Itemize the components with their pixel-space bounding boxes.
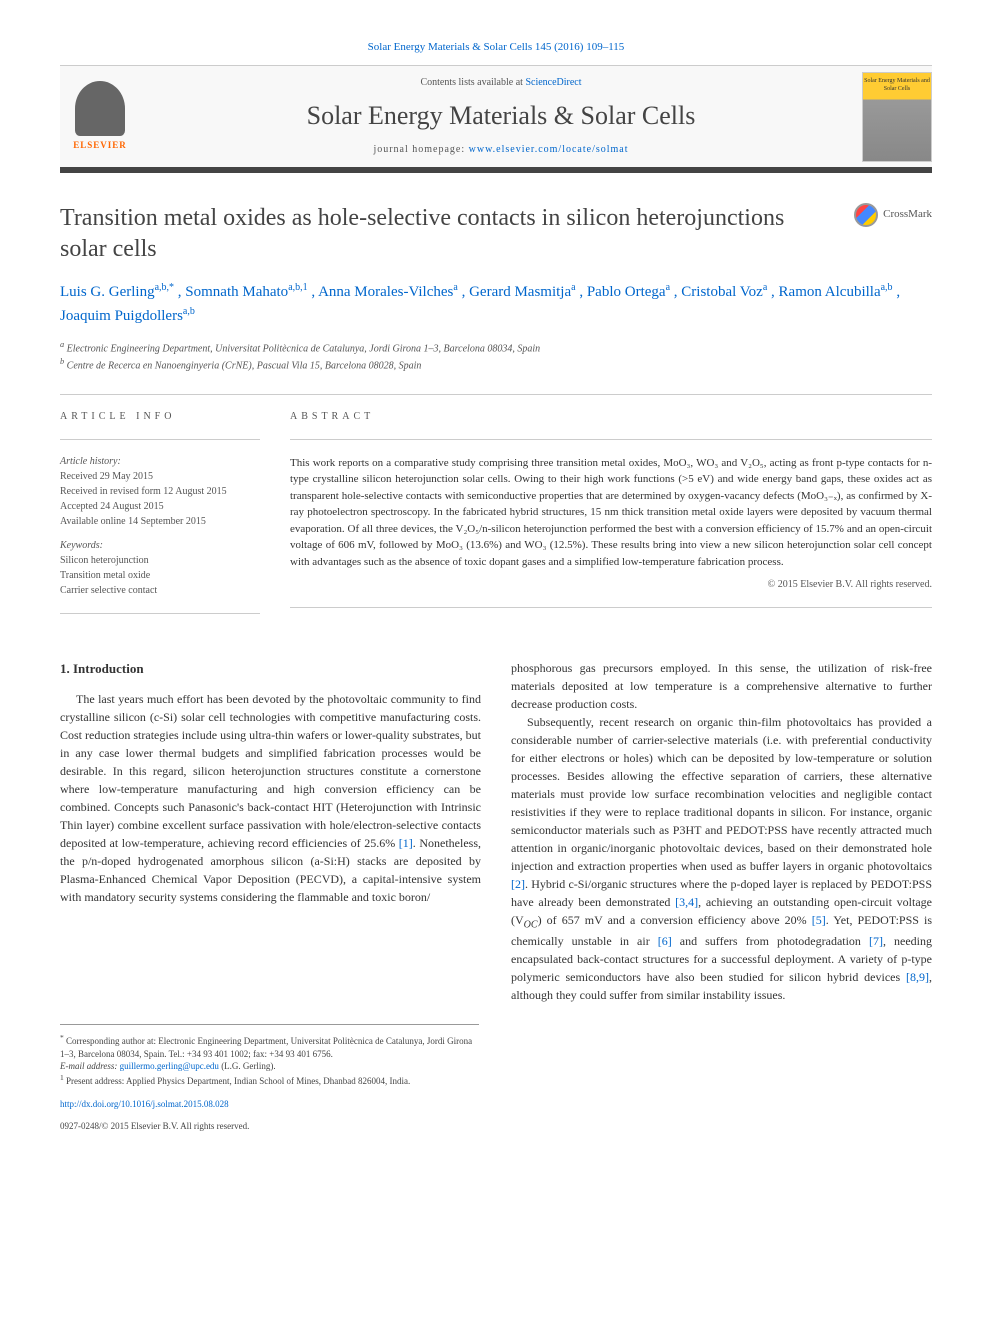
author-link[interactable]: , Cristobal Voz	[674, 284, 763, 300]
elsevier-logo: ELSEVIER	[60, 72, 140, 162]
doi-line: http://dx.doi.org/10.1016/j.solmat.2015.…	[60, 1098, 479, 1111]
article-info-heading: ARTICLE INFO	[60, 410, 260, 424]
paragraph: phosphorous gas precursors employed. In …	[511, 659, 932, 713]
journal-header-bar: ELSEVIER Contents lists available at Sci…	[60, 65, 932, 172]
divider	[290, 607, 932, 608]
divider	[60, 439, 260, 440]
affiliation-a: a Electronic Engineering Department, Uni…	[60, 339, 932, 356]
contents-line: Contents lists available at ScienceDirec…	[150, 76, 852, 90]
divider	[60, 613, 260, 614]
abstract-copyright: © 2015 Elsevier B.V. All rights reserved…	[290, 578, 932, 592]
keyword: Carrier selective contact	[60, 583, 260, 598]
header-center: Contents lists available at ScienceDirec…	[140, 66, 862, 166]
article-title: Transition metal oxides as hole-selectiv…	[60, 203, 834, 265]
journal-cover-thumbnail: Solar Energy Materials and Solar Cells	[862, 72, 932, 162]
elsevier-label: ELSEVIER	[73, 139, 127, 152]
email-link[interactable]: guillermo.gerling@upc.edu	[120, 1061, 219, 1071]
homepage-link[interactable]: www.elsevier.com/locate/solmat	[469, 144, 629, 155]
section-heading: 1. Introduction	[60, 659, 481, 679]
elsevier-tree-icon	[75, 81, 125, 136]
affiliations: a Electronic Engineering Department, Uni…	[60, 339, 932, 374]
crossmark-icon	[854, 203, 878, 227]
abstract-text: This work reports on a comparative study…	[290, 455, 932, 571]
citation-link[interactable]: [2]	[511, 877, 525, 891]
author-link[interactable]: , Anna Morales-Vilches	[311, 284, 453, 300]
divider	[290, 439, 932, 440]
doi-link[interactable]: http://dx.doi.org/10.1016/j.solmat.2015.…	[60, 1099, 229, 1109]
divider	[60, 394, 932, 395]
footnotes: * Corresponding author at: Electronic En…	[60, 1024, 479, 1133]
author-link[interactable]: , Gerard Masmitja	[462, 284, 572, 300]
author-list: Luis G. Gerlinga,b,* , Somnath Mahatoa,b…	[60, 280, 932, 327]
corresponding-author-note: * Corresponding author at: Electronic En…	[60, 1033, 479, 1060]
abstract-heading: ABSTRACT	[290, 410, 932, 424]
affiliation-b: b Centre de Recerca en Nanoenginyeria (C…	[60, 356, 932, 373]
title-row: Transition metal oxides as hole-selectiv…	[60, 203, 932, 265]
history-accepted: Accepted 24 August 2015	[60, 499, 260, 514]
history-revised: Received in revised form 12 August 2015	[60, 484, 260, 499]
paragraph: The last years much effort has been devo…	[60, 690, 481, 906]
keyword: Silicon heterojunction	[60, 553, 260, 568]
citation-link[interactable]: [7]	[869, 934, 883, 948]
citation-link[interactable]: [3,4]	[675, 895, 698, 909]
issn-copyright: 0927-0248/© 2015 Elsevier B.V. All right…	[60, 1120, 479, 1133]
keywords-label: Keywords:	[60, 539, 260, 553]
history-received: Received 29 May 2015	[60, 469, 260, 484]
paragraph: Subsequently, recent research on organic…	[511, 713, 932, 1004]
abstract-column: ABSTRACT This work reports on a comparat…	[290, 410, 932, 629]
history-online: Available online 14 September 2015	[60, 514, 260, 529]
body-two-column: 1. Introduction The last years much effo…	[60, 659, 932, 1004]
citation-link[interactable]: [5]	[812, 913, 826, 927]
author-link[interactable]: , Somnath Mahato	[178, 284, 288, 300]
history-label: Article history:	[60, 455, 260, 469]
journal-citation-link[interactable]: Solar Energy Materials & Solar Cells 145…	[60, 40, 932, 55]
right-column: phosphorous gas precursors employed. In …	[511, 659, 932, 1004]
citation-link[interactable]: [6]	[658, 934, 672, 948]
citation-link[interactable]: [8,9]	[906, 970, 929, 984]
crossmark-badge[interactable]: CrossMark	[854, 203, 932, 227]
author-link[interactable]: , Pablo Ortega	[579, 284, 665, 300]
email-note: E-mail address: guillermo.gerling@upc.ed…	[60, 1060, 479, 1073]
author-link[interactable]: Luis G. Gerling	[60, 284, 155, 300]
sciencedirect-link[interactable]: ScienceDirect	[525, 77, 581, 88]
present-address-note: 1 Present address: Applied Physics Depar…	[60, 1073, 479, 1088]
journal-name: Solar Energy Materials & Solar Cells	[150, 98, 852, 134]
keyword: Transition metal oxide	[60, 568, 260, 583]
citation-link[interactable]: [1]	[399, 836, 413, 850]
info-abstract-row: ARTICLE INFO Article history: Received 2…	[60, 410, 932, 629]
homepage-line: journal homepage: www.elsevier.com/locat…	[150, 143, 852, 157]
author-link[interactable]: , Ramon Alcubilla	[771, 284, 881, 300]
article-info-column: ARTICLE INFO Article history: Received 2…	[60, 410, 260, 629]
left-column: 1. Introduction The last years much effo…	[60, 659, 481, 1004]
